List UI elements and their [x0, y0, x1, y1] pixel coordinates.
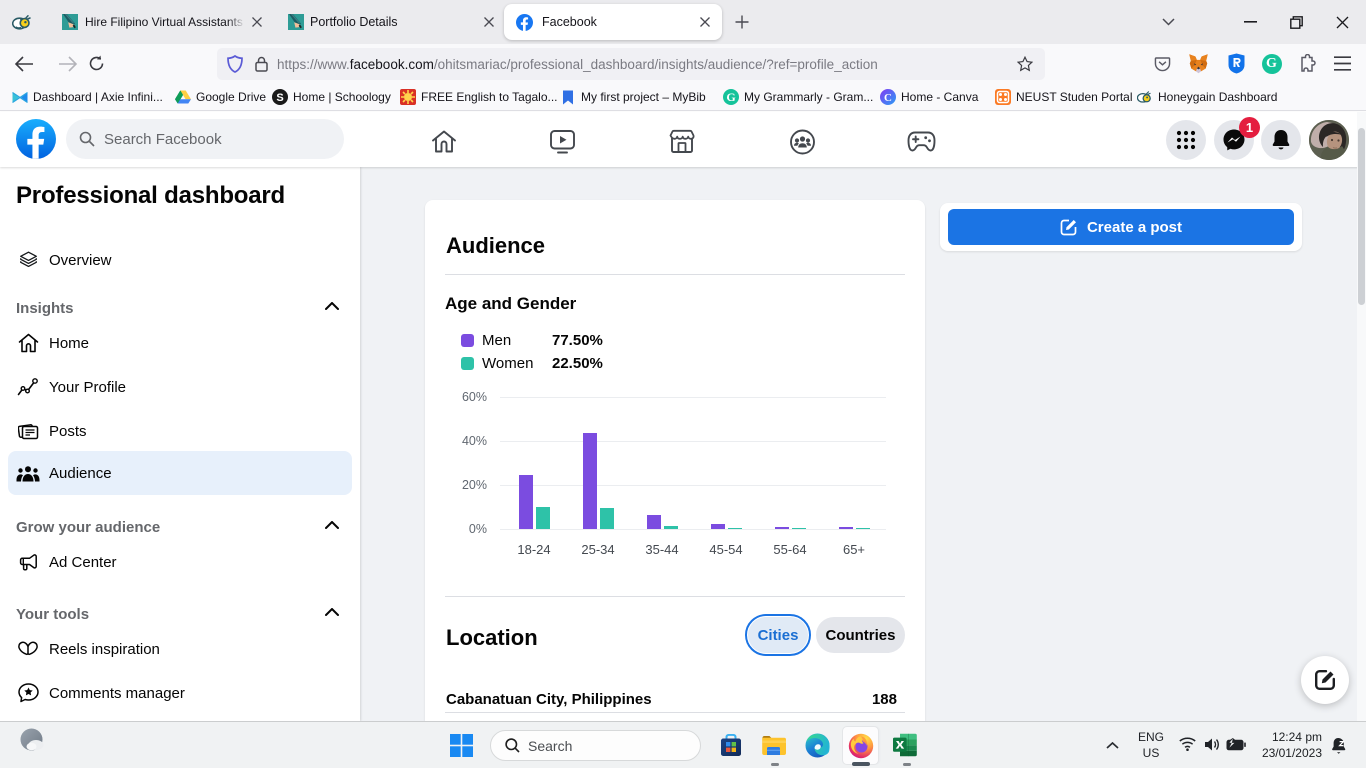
svg-text:S: S [276, 92, 283, 104]
svg-text:C: C [884, 92, 892, 104]
